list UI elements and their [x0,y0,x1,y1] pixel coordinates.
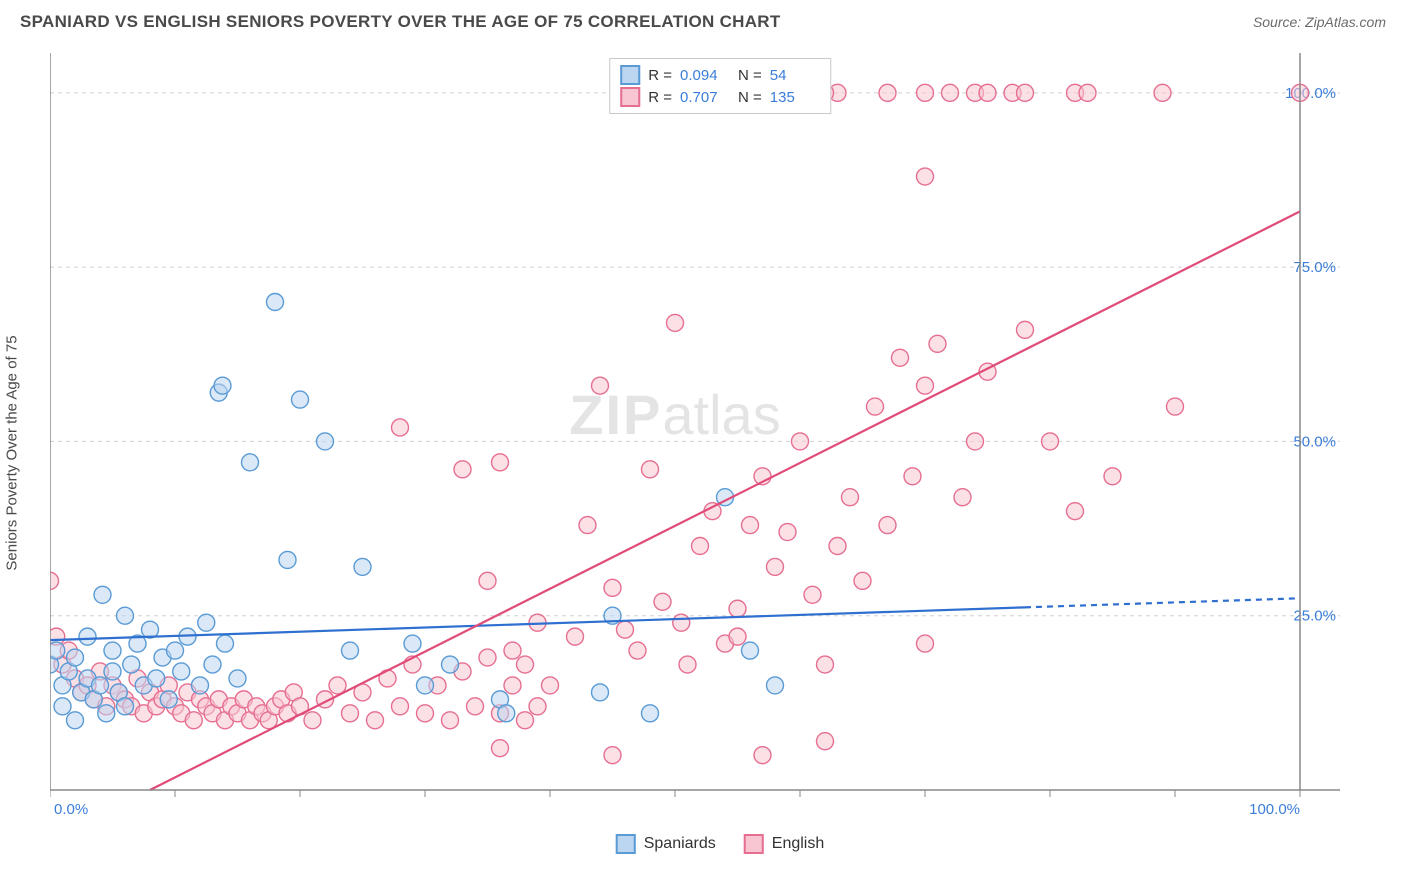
scatter-chart-svg: 25.0%50.0%75.0%100.0%ZIPatlas0.0%100.0% [50,48,1340,828]
swatch-icon [620,65,640,85]
legend-label: Spaniards [644,835,716,853]
y-axis-label: Seniors Poverty Over the Age of 75 [4,335,21,570]
legend-label: English [772,835,824,853]
n-label: N = [738,89,762,106]
legend-item-spaniards: Spaniards [616,834,716,854]
swatch-icon [744,834,764,854]
legend-item-english: English [744,834,824,854]
r-label: R = [648,67,672,84]
source-attribution: Source: ZipAtlas.com [1253,14,1386,30]
svg-text:0.0%: 0.0% [54,801,88,818]
svg-text:100.0%: 100.0% [1249,801,1300,818]
stats-row-pink: R = 0.707 N = 135 [620,86,820,108]
n-value: 135 [770,89,820,106]
swatch-icon [616,834,636,854]
stats-legend: R = 0.094 N = 54 R = 0.707 N = 135 [609,58,831,114]
chart-title: SPANIARD VS ENGLISH SENIORS POVERTY OVER… [20,12,781,32]
swatch-icon [620,87,640,107]
stats-row-blue: R = 0.094 N = 54 [620,64,820,86]
r-label: R = [648,89,672,106]
r-value: 0.094 [680,67,730,84]
n-label: N = [738,67,762,84]
n-value: 54 [770,67,820,84]
r-value: 0.707 [680,89,730,106]
chart-area: Seniors Poverty Over the Age of 75 25.0%… [50,48,1390,858]
series-legend: Spaniards English [616,834,825,854]
